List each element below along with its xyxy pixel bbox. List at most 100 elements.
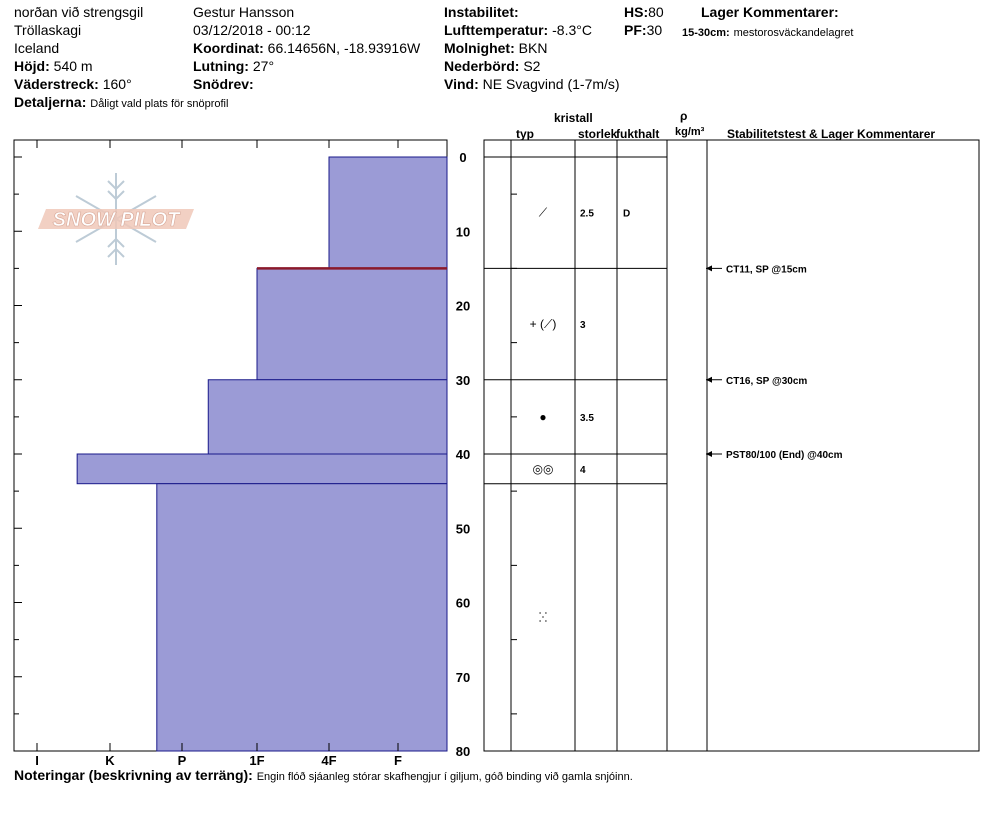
coordinate-row: Koordinat: 66.14656N, -18.93916W (193, 40, 420, 56)
pf-label: PF: (624, 22, 647, 38)
rho-header: ρ (680, 109, 688, 123)
depth-tick-label: 20 (456, 299, 470, 314)
stability-arrow-icon (706, 265, 712, 272)
depth-tick-label: 60 (456, 596, 470, 611)
precip-value: S2 (523, 58, 541, 74)
type-header: typ (516, 127, 534, 141)
sky-label: Molnighet: (444, 40, 515, 56)
details-row: Detaljerna: Dåligt vald plats för snöpro… (14, 94, 228, 112)
pf-row: PF:30 (624, 22, 662, 38)
grain-symbol-1: + (⟋) (530, 317, 557, 331)
wind-label: Vind: (444, 76, 479, 92)
hs-row: HS:80 (624, 4, 664, 20)
depth-axis: 0 10 20 30 40 50 60 70 80 (14, 150, 470, 759)
moisture-header: fukthalt (616, 127, 660, 141)
grain-symbol-3: ◎◎ (533, 462, 554, 476)
depth-tick-label: 10 (456, 224, 470, 239)
logo-text: SNOW PILOT (53, 209, 181, 231)
drift-label: Snödrev: (193, 76, 254, 92)
grain-symbol-2: ● (539, 410, 546, 424)
crystal-table-frame (483, 139, 980, 752)
observation-datetime: 03/12/2018 - 00:12 (193, 22, 311, 38)
grain-size-3: 4 (580, 465, 586, 476)
hardness-bar-2 (207, 379, 448, 455)
instability-label: Instabilitet: (444, 4, 519, 20)
footer-text: Engin flóð sjáanleg stórar skafhengjur í… (256, 771, 633, 783)
footer-label: Noteringar (beskrivning av terräng): (14, 767, 253, 783)
grain-symbol-4: ⵘ (539, 610, 548, 624)
sky-row: Molnighet: BKN (444, 40, 547, 56)
grain-symbol-0: ⟋ (539, 206, 548, 220)
stability-arrow-icon (706, 451, 712, 457)
hardness-tick-label: 1F (249, 753, 264, 768)
instability-row: Instabilitet: (444, 4, 519, 20)
pf-value: 30 (646, 22, 663, 38)
stability-test-1: CT16, SP @30cm (726, 376, 807, 387)
country-name: Iceland (14, 40, 60, 56)
hardness-tick-label: K (105, 753, 115, 768)
hardness-tick-label: P (178, 753, 187, 768)
hardness-tick-label: 4F (321, 753, 336, 768)
depth-tick-label: 50 (456, 521, 470, 536)
hardness-tick-label: F (394, 753, 402, 768)
layer-comment-text: mestorosväckandelagret (733, 27, 854, 39)
depth-tick-label: 80 (456, 744, 470, 759)
depth-tick-label: 30 (456, 373, 470, 388)
airtemp-value: -8.3°C (552, 22, 592, 38)
aspect-row: Väderstreck: 160° (14, 76, 132, 92)
hs-value: 80 (648, 4, 664, 20)
details-value: Dåligt vald plats för snöprofil (90, 98, 229, 110)
coordinate-label: Koordinat: (193, 40, 264, 56)
depth-tick-label: 70 (456, 670, 470, 685)
layer-comments-title: Lager Kommentarer: (701, 4, 839, 20)
hardness-axis: I K P 1F 4F F (35, 140, 402, 768)
hardness-bar-1 (256, 267, 448, 381)
stability-tests: CT11, SP @15cm CT16, SP @30cm PST80/100 (E… (706, 264, 843, 461)
airtemp-row: Lufttemperatur: -8.3°C (444, 22, 592, 38)
slope-row: Lutning: 27° (193, 58, 274, 74)
location-name: norðan við strengsgil (14, 4, 144, 20)
grain-size-0: 2.5 (580, 209, 594, 220)
wind-value: NE Svagvind (1-7m/s) (482, 76, 620, 92)
hs-label: HS: (624, 4, 649, 20)
stability-arrow-icon (706, 376, 712, 383)
depth-tick-label: 40 (456, 447, 470, 462)
hardness-tick-label: I (35, 753, 39, 768)
details-label: Detaljerna: (14, 94, 87, 110)
depth-tick-label: 0 (459, 150, 466, 165)
region-name: Tröllaskagi (14, 22, 82, 38)
size-header: storlek (578, 127, 618, 141)
slope-label: Lutning: (193, 58, 249, 74)
coordinate-value: 66.14656N, -18.93916W (267, 40, 421, 56)
aspect-value: 160° (102, 76, 132, 92)
precip-label: Nederbörd: (444, 58, 520, 74)
hardness-bar-3 (76, 453, 448, 485)
observer-name: Gestur Hansson (193, 4, 295, 20)
hardness-bar-0 (328, 156, 448, 269)
airtemp-label: Lufttemperatur: (444, 22, 549, 38)
hardness-bars (13, 139, 448, 752)
stability-test-2: PST80/100 (End) @40cm (726, 450, 843, 461)
footer-notes: Noteringar (beskrivning av terräng): Eng… (14, 767, 633, 785)
moisture-0: D (623, 209, 630, 220)
drift-row: Snödrev: (193, 76, 254, 92)
stability-test-0: CT11, SP @15cm (726, 264, 807, 275)
sky-value: BKN (518, 40, 548, 56)
slope-value: 27° (252, 58, 275, 74)
stability-header: Stabilitetstest & Lager Kommentarer (727, 127, 936, 141)
elevation-row: Höjd: 540 m (14, 58, 93, 74)
crystal-table: ⟋ 2.5 D + (⟋) 3 ● 3.5 ◎◎ 4 ⵘ (483, 139, 980, 752)
logo-banner (38, 209, 194, 229)
aspect-label: Väderstreck: (14, 76, 99, 92)
grain-size-2: 3.5 (580, 413, 594, 424)
crystal-header: kristall (554, 111, 593, 125)
elevation-value: 540 m (53, 58, 93, 74)
density-unit-header: kg/m³ (675, 126, 705, 138)
layer-comment-range: 15-30cm: (682, 27, 730, 39)
wind-row: Vind: NE Svagvind (1-7m/s) (444, 76, 620, 92)
layer-comment-row: 15-30cm: mestorosväckandelagret (682, 23, 853, 41)
hardness-bar-4 (156, 483, 448, 752)
elevation-label: Höjd: (14, 58, 50, 74)
precip-row: Nederbörd: S2 (444, 58, 540, 74)
